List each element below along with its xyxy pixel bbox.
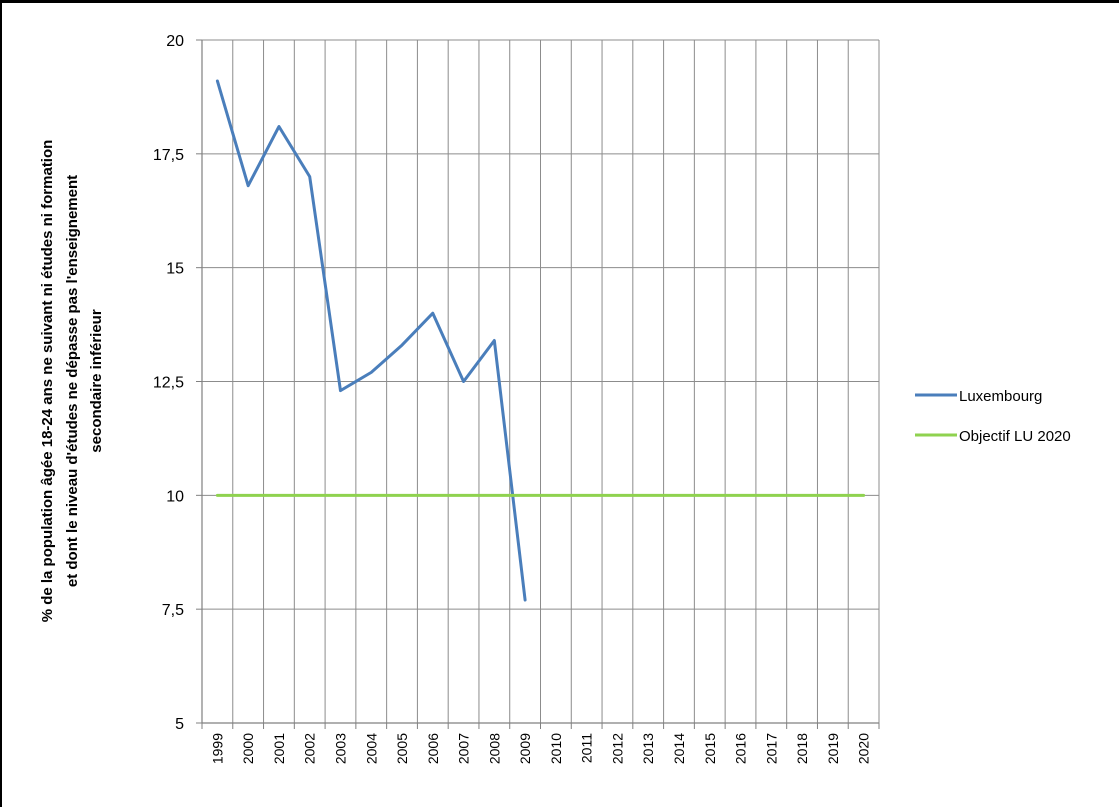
x-tick-label: 2016 (733, 733, 749, 764)
series-line-luxembourg (215, 79, 527, 602)
y-tick-labels: 5 7,5 10 12,5 15 17,5 20 (153, 33, 184, 733)
y-tick-label: 5 (175, 716, 184, 733)
x-tick-label: 2020 (856, 733, 872, 764)
x-tick-label: 2009 (517, 733, 533, 764)
x-tick-label: 2003 (332, 733, 348, 764)
x-tick-label: 2001 (271, 733, 287, 764)
x-tick-label: 2011 (579, 733, 595, 763)
x-tick-label: 2002 (302, 733, 318, 764)
y-tick-label: 12,5 (153, 375, 184, 392)
legend: Luxembourg Objectif LU 2020 (915, 388, 1071, 445)
y-axis-label-line: % de la population âgée 18-24 ans ne sui… (39, 140, 56, 623)
x-tick-label: 2005 (394, 733, 410, 764)
x-tick-label: 2008 (486, 733, 502, 764)
y-tick-label: 15 (166, 261, 184, 278)
x-tick-label: 2018 (794, 733, 810, 764)
grid (201, 39, 880, 724)
line-chart: 5 7,5 10 12,5 15 17,5 20 1999 2000 2001 2002 2003 2… (39, 33, 1071, 764)
y-tick-label: 17,5 (153, 147, 184, 164)
axes (196, 39, 880, 729)
series-lines (215, 79, 866, 602)
x-tick-label: 2010 (548, 733, 564, 764)
y-axis-label-line: et dont le niveau d'études ne dépasse pa… (64, 175, 81, 587)
x-tick-label: 2015 (702, 733, 718, 764)
x-tick-label: 2013 (640, 733, 656, 764)
x-tick-label: 2000 (240, 733, 256, 764)
legend-label: Objectif LU 2020 (959, 428, 1071, 445)
legend-label: Luxembourg (959, 388, 1042, 405)
x-tick-label: 2007 (456, 733, 472, 764)
y-axis-label: % de la population âgée 18-24 ans ne sui… (39, 140, 105, 623)
y-tick-label: 10 (166, 488, 184, 505)
x-tick-label: 2017 (763, 733, 779, 764)
y-axis-label-line: secondaire inférieur (88, 309, 105, 453)
x-tick-label: 2004 (363, 733, 379, 764)
x-tick-label: 2012 (609, 733, 625, 764)
x-tick-labels: 1999 2000 2001 2002 2003 2004 2005 2006 2007 2008… (209, 733, 871, 764)
y-tick-label: 7,5 (162, 602, 184, 619)
x-tick-label: 2014 (671, 733, 687, 764)
x-tick-label: 2006 (425, 733, 441, 764)
x-tick-label: 2019 (825, 733, 841, 764)
y-tick-label: 20 (166, 33, 184, 50)
x-tick-label: 1999 (209, 733, 225, 764)
